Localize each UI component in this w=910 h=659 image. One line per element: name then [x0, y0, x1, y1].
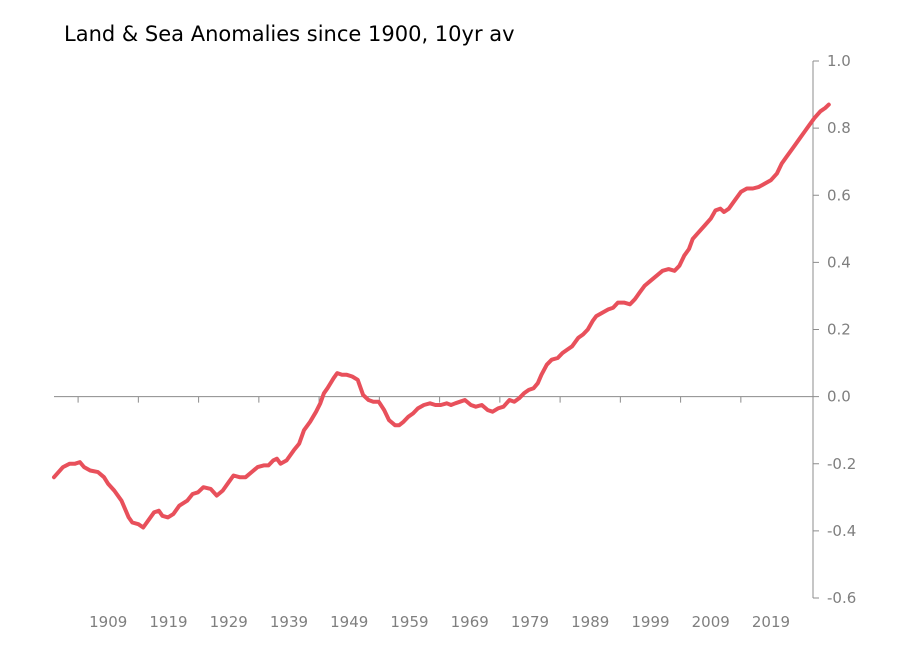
x-tick-label: 1929: [210, 613, 248, 631]
y-tick-label: 0.8: [827, 119, 851, 137]
y-tick-label: 0.2: [827, 321, 851, 339]
y-tick-label: 0.4: [827, 253, 851, 271]
chart-title: Land & Sea Anomalies since 1900, 10yr av: [64, 22, 515, 46]
x-tick-label: 1919: [149, 613, 187, 631]
y-tick-label: 0.0: [827, 388, 851, 406]
x-tick-label: 1979: [511, 613, 549, 631]
x-tick-label: 2009: [692, 613, 730, 631]
y-axis-ticks: 1.0 0.8 0.6 0.4 0.2 0.0 -0.2 -0.4 -0.6: [813, 52, 856, 607]
x-tick-label: 1999: [631, 613, 669, 631]
x-tick-label: 1909: [89, 613, 127, 631]
x-tick-label: 1959: [390, 613, 428, 631]
x-tick-label: 1989: [571, 613, 609, 631]
y-tick-label: 1.0: [827, 52, 851, 70]
y-tick-label: -0.2: [827, 455, 856, 473]
x-tick-label: 2019: [752, 613, 790, 631]
series-line: [52, 102, 831, 530]
x-tick-label: 1949: [330, 613, 368, 631]
y-tick-label: -0.4: [827, 522, 856, 540]
x-tick-label: 1939: [270, 613, 308, 631]
y-tick-label: 0.6: [827, 186, 851, 204]
y-tick-label: -0.6: [827, 589, 856, 607]
x-axis-ticks: 1909 1919 1929 1939 1949 1959 1969 1979 1989 1999…: [77, 396, 790, 631]
x-tick-label: 1969: [451, 613, 489, 631]
